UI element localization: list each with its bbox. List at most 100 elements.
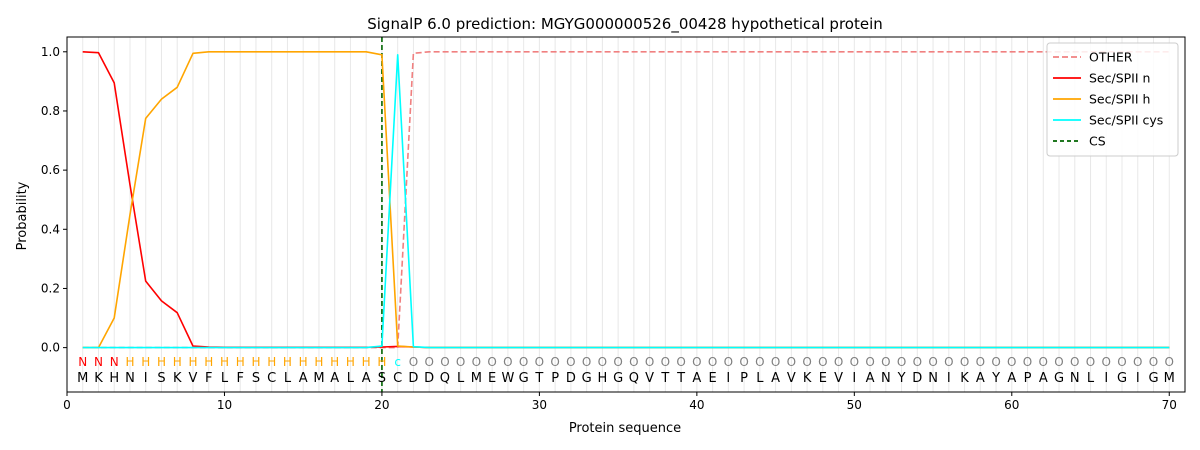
region-label: O <box>503 355 512 369</box>
region-label: O <box>802 355 811 369</box>
residue-letter: V <box>787 371 796 386</box>
residue-letter: Q <box>629 371 639 386</box>
region-label: N <box>78 355 87 369</box>
region-label: O <box>1165 355 1174 369</box>
series-lines <box>82 50 1170 349</box>
region-label: O <box>409 355 418 369</box>
region-label: H <box>283 355 292 369</box>
residue-letter: D <box>424 371 434 386</box>
region-label: H <box>377 355 386 369</box>
x-tick-label: 70 <box>1162 398 1177 412</box>
region-label: N <box>110 355 119 369</box>
residue-letter: G <box>613 371 623 386</box>
region-label: H <box>236 355 245 369</box>
region-label: O <box>676 355 685 369</box>
region-label: O <box>960 355 969 369</box>
series-line-sec-spii-cys <box>82 53 1170 349</box>
region-label: O <box>724 355 733 369</box>
x-tick-label: 50 <box>847 398 862 412</box>
region-label: O <box>1086 355 1095 369</box>
region-label: O <box>991 355 1000 369</box>
residue-letter: I <box>144 371 148 386</box>
region-label: O <box>661 355 670 369</box>
region-label: O <box>755 355 764 369</box>
legend: OTHER Sec/SPII n Sec/SPII h Sec/SPII cys CS <box>1046 42 1179 157</box>
legend-box <box>1046 42 1179 157</box>
region-label: O <box>1102 355 1111 369</box>
residue-letter: M <box>1164 371 1175 386</box>
y-tick-label: 0.6 <box>41 163 60 177</box>
x-tick-label: 20 <box>374 398 389 412</box>
legend-label: Sec/SPII h <box>1089 92 1150 107</box>
residue-letter: V <box>645 371 654 386</box>
residue-letter: P <box>740 371 748 386</box>
residue-letter: I <box>852 371 856 386</box>
residue-letter: C <box>393 371 402 386</box>
residue-letter: A <box>976 371 985 386</box>
residue-letter: M <box>77 371 88 386</box>
residue-letter: A <box>330 371 339 386</box>
residue-letter: G <box>519 371 529 386</box>
residue-letter: Y <box>897 371 906 386</box>
residue-letter: K <box>173 371 182 386</box>
region-label: O <box>692 355 701 369</box>
residue-letter: P <box>551 371 559 386</box>
region-label: H <box>220 355 229 369</box>
residue-letter: E <box>819 371 827 386</box>
region-label: O <box>598 355 607 369</box>
region-label: O <box>1133 355 1142 369</box>
region-label: O <box>1070 355 1079 369</box>
residue-letter: M <box>313 371 324 386</box>
residue-letter: L <box>284 371 292 386</box>
x-tick-label: 40 <box>689 398 704 412</box>
residue-letter: T <box>660 371 669 386</box>
residue-letter: N <box>125 371 135 386</box>
residue-letter: L <box>221 371 229 386</box>
region-label: O <box>865 355 874 369</box>
residue-letter: F <box>205 371 212 386</box>
residue-letter: L <box>347 371 355 386</box>
residue-letter: A <box>299 371 308 386</box>
region-label: O <box>818 355 827 369</box>
residue-letter: I <box>726 371 730 386</box>
region-label: H <box>346 355 355 369</box>
residue-letter: G <box>1054 371 1064 386</box>
residue-letter: H <box>109 371 119 386</box>
residue-letter: E <box>488 371 496 386</box>
region-label: O <box>913 355 922 369</box>
region-label: O <box>613 355 622 369</box>
region-label: O <box>645 355 654 369</box>
y-axis-label: Probability <box>15 181 30 250</box>
region-label: O <box>1023 355 1032 369</box>
residue-letter: P <box>1024 371 1032 386</box>
residue-letter: T <box>676 371 685 386</box>
residue-letter: H <box>597 371 607 386</box>
region-label: H <box>314 355 323 369</box>
y-tick-label: 0.4 <box>41 222 60 236</box>
residue-letter: K <box>803 371 812 386</box>
region-label: H <box>251 355 260 369</box>
region-label: O <box>629 355 638 369</box>
region-label: O <box>550 355 559 369</box>
y-tick-label: 1.0 <box>41 45 60 59</box>
plot-frame <box>66 36 1186 393</box>
region-label: H <box>267 355 276 369</box>
residue-letter: K <box>94 371 103 386</box>
region-label: O <box>787 355 796 369</box>
residue-letter: G <box>1117 371 1127 386</box>
region-label: O <box>1054 355 1063 369</box>
residue-letter: D <box>912 371 922 386</box>
residue-letter: G <box>582 371 592 386</box>
series-line-sec-spii-n <box>82 51 1170 349</box>
region-label: O <box>582 355 591 369</box>
residue-letter: S <box>157 371 165 386</box>
region-label: O <box>850 355 859 369</box>
x-tick-label: 10 <box>217 398 232 412</box>
residue-letter: S <box>378 371 386 386</box>
region-label: O <box>487 355 496 369</box>
residue-letter: D <box>566 371 576 386</box>
region-label: O <box>1149 355 1158 369</box>
x-tick-label: 30 <box>532 398 547 412</box>
legend-label: OTHER <box>1089 50 1133 65</box>
